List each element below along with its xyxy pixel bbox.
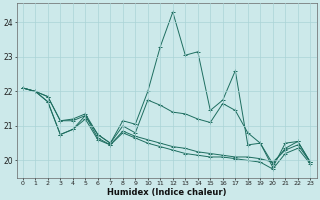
X-axis label: Humidex (Indice chaleur): Humidex (Indice chaleur)	[107, 188, 226, 197]
